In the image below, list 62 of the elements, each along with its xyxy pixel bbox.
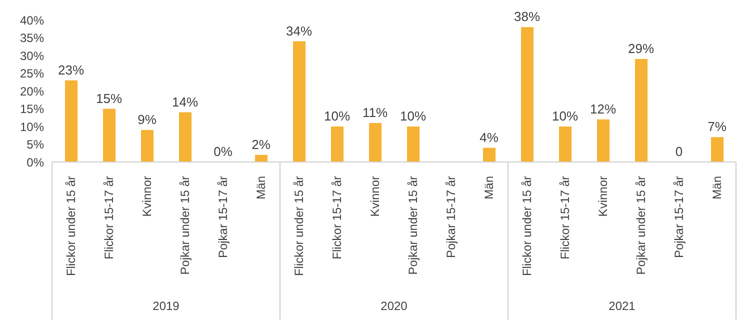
bar (521, 27, 534, 162)
y-tick-label: 40% (20, 13, 44, 28)
data-label: 29% (628, 41, 654, 56)
data-label: 38% (514, 9, 540, 24)
data-label: 0% (214, 144, 233, 159)
data-label: 34% (286, 23, 312, 38)
data-label: 0 (675, 144, 683, 159)
x-tick-label: Pojkar under 15 år (634, 176, 648, 275)
y-tick-label: 25% (20, 66, 44, 81)
bar (483, 148, 496, 162)
x-tick-label: Flickor under 15 år (520, 176, 534, 276)
data-label: 10% (552, 108, 578, 124)
x-tick-label: Pojkar under 15 år (406, 176, 420, 275)
bar (597, 119, 610, 162)
data-label: 10% (400, 108, 426, 124)
y-tick-label: 30% (20, 48, 44, 63)
x-tick-label: Pojkar 15-17 år (216, 176, 230, 258)
x-tick-label: Män (254, 176, 268, 200)
data-label: 11% (362, 104, 388, 120)
data-label: 2% (252, 136, 271, 152)
x-tick-label: Pojkar 15-17 år (672, 176, 686, 258)
bar (559, 126, 572, 162)
x-tick-label: Kvinnor (368, 176, 382, 217)
x-tick-label: Pojkar 15-17 år (444, 176, 458, 258)
data-label: 9% (138, 112, 157, 128)
x-tick-label: Flickor 15-17 år (102, 176, 116, 260)
bar (407, 126, 420, 162)
text: 2021 (608, 299, 636, 313)
x-tick-label: Pojkar under 15 år (178, 176, 192, 275)
data-label: 7% (708, 119, 727, 134)
x-tick-label: Män (482, 176, 496, 200)
bar (103, 108, 116, 162)
text: 2019 (152, 299, 180, 313)
bar (635, 59, 648, 162)
bar (369, 122, 382, 162)
x-tick-label: Flickor under 15 år (292, 176, 306, 276)
x-tick-label: Flickor under 15 år (64, 176, 78, 276)
y-tick-label: 20% (20, 84, 44, 98)
data-label: 14% (172, 94, 198, 110)
bar (65, 80, 78, 162)
y-tick-label: 15% (20, 102, 44, 116)
y-tick-label: 0% (26, 155, 44, 170)
x-tick-label: Flickor 15-17 år (330, 176, 344, 260)
y-tick-label: 35% (20, 31, 44, 46)
data-label: 12% (590, 101, 616, 116)
data-label: 10% (324, 108, 350, 124)
bar (711, 137, 724, 162)
x-tick-label: Män (710, 176, 724, 200)
bar (179, 112, 192, 162)
data-label: 15% (96, 90, 122, 106)
data-label: 4% (480, 130, 499, 145)
bar (331, 126, 344, 162)
x-tick-label: Flickor 15-17 år (558, 176, 572, 260)
bar (141, 130, 154, 162)
text: 2020 (380, 299, 408, 313)
data-label: 23% (58, 62, 84, 78)
y-tick-label: 5% (26, 138, 44, 152)
x-tick-label: Kvinnor (596, 176, 610, 217)
x-tick-label: Kvinnor (140, 176, 154, 217)
bar (293, 41, 306, 162)
bar (255, 154, 268, 162)
y-tick-label: 10% (20, 120, 44, 134)
